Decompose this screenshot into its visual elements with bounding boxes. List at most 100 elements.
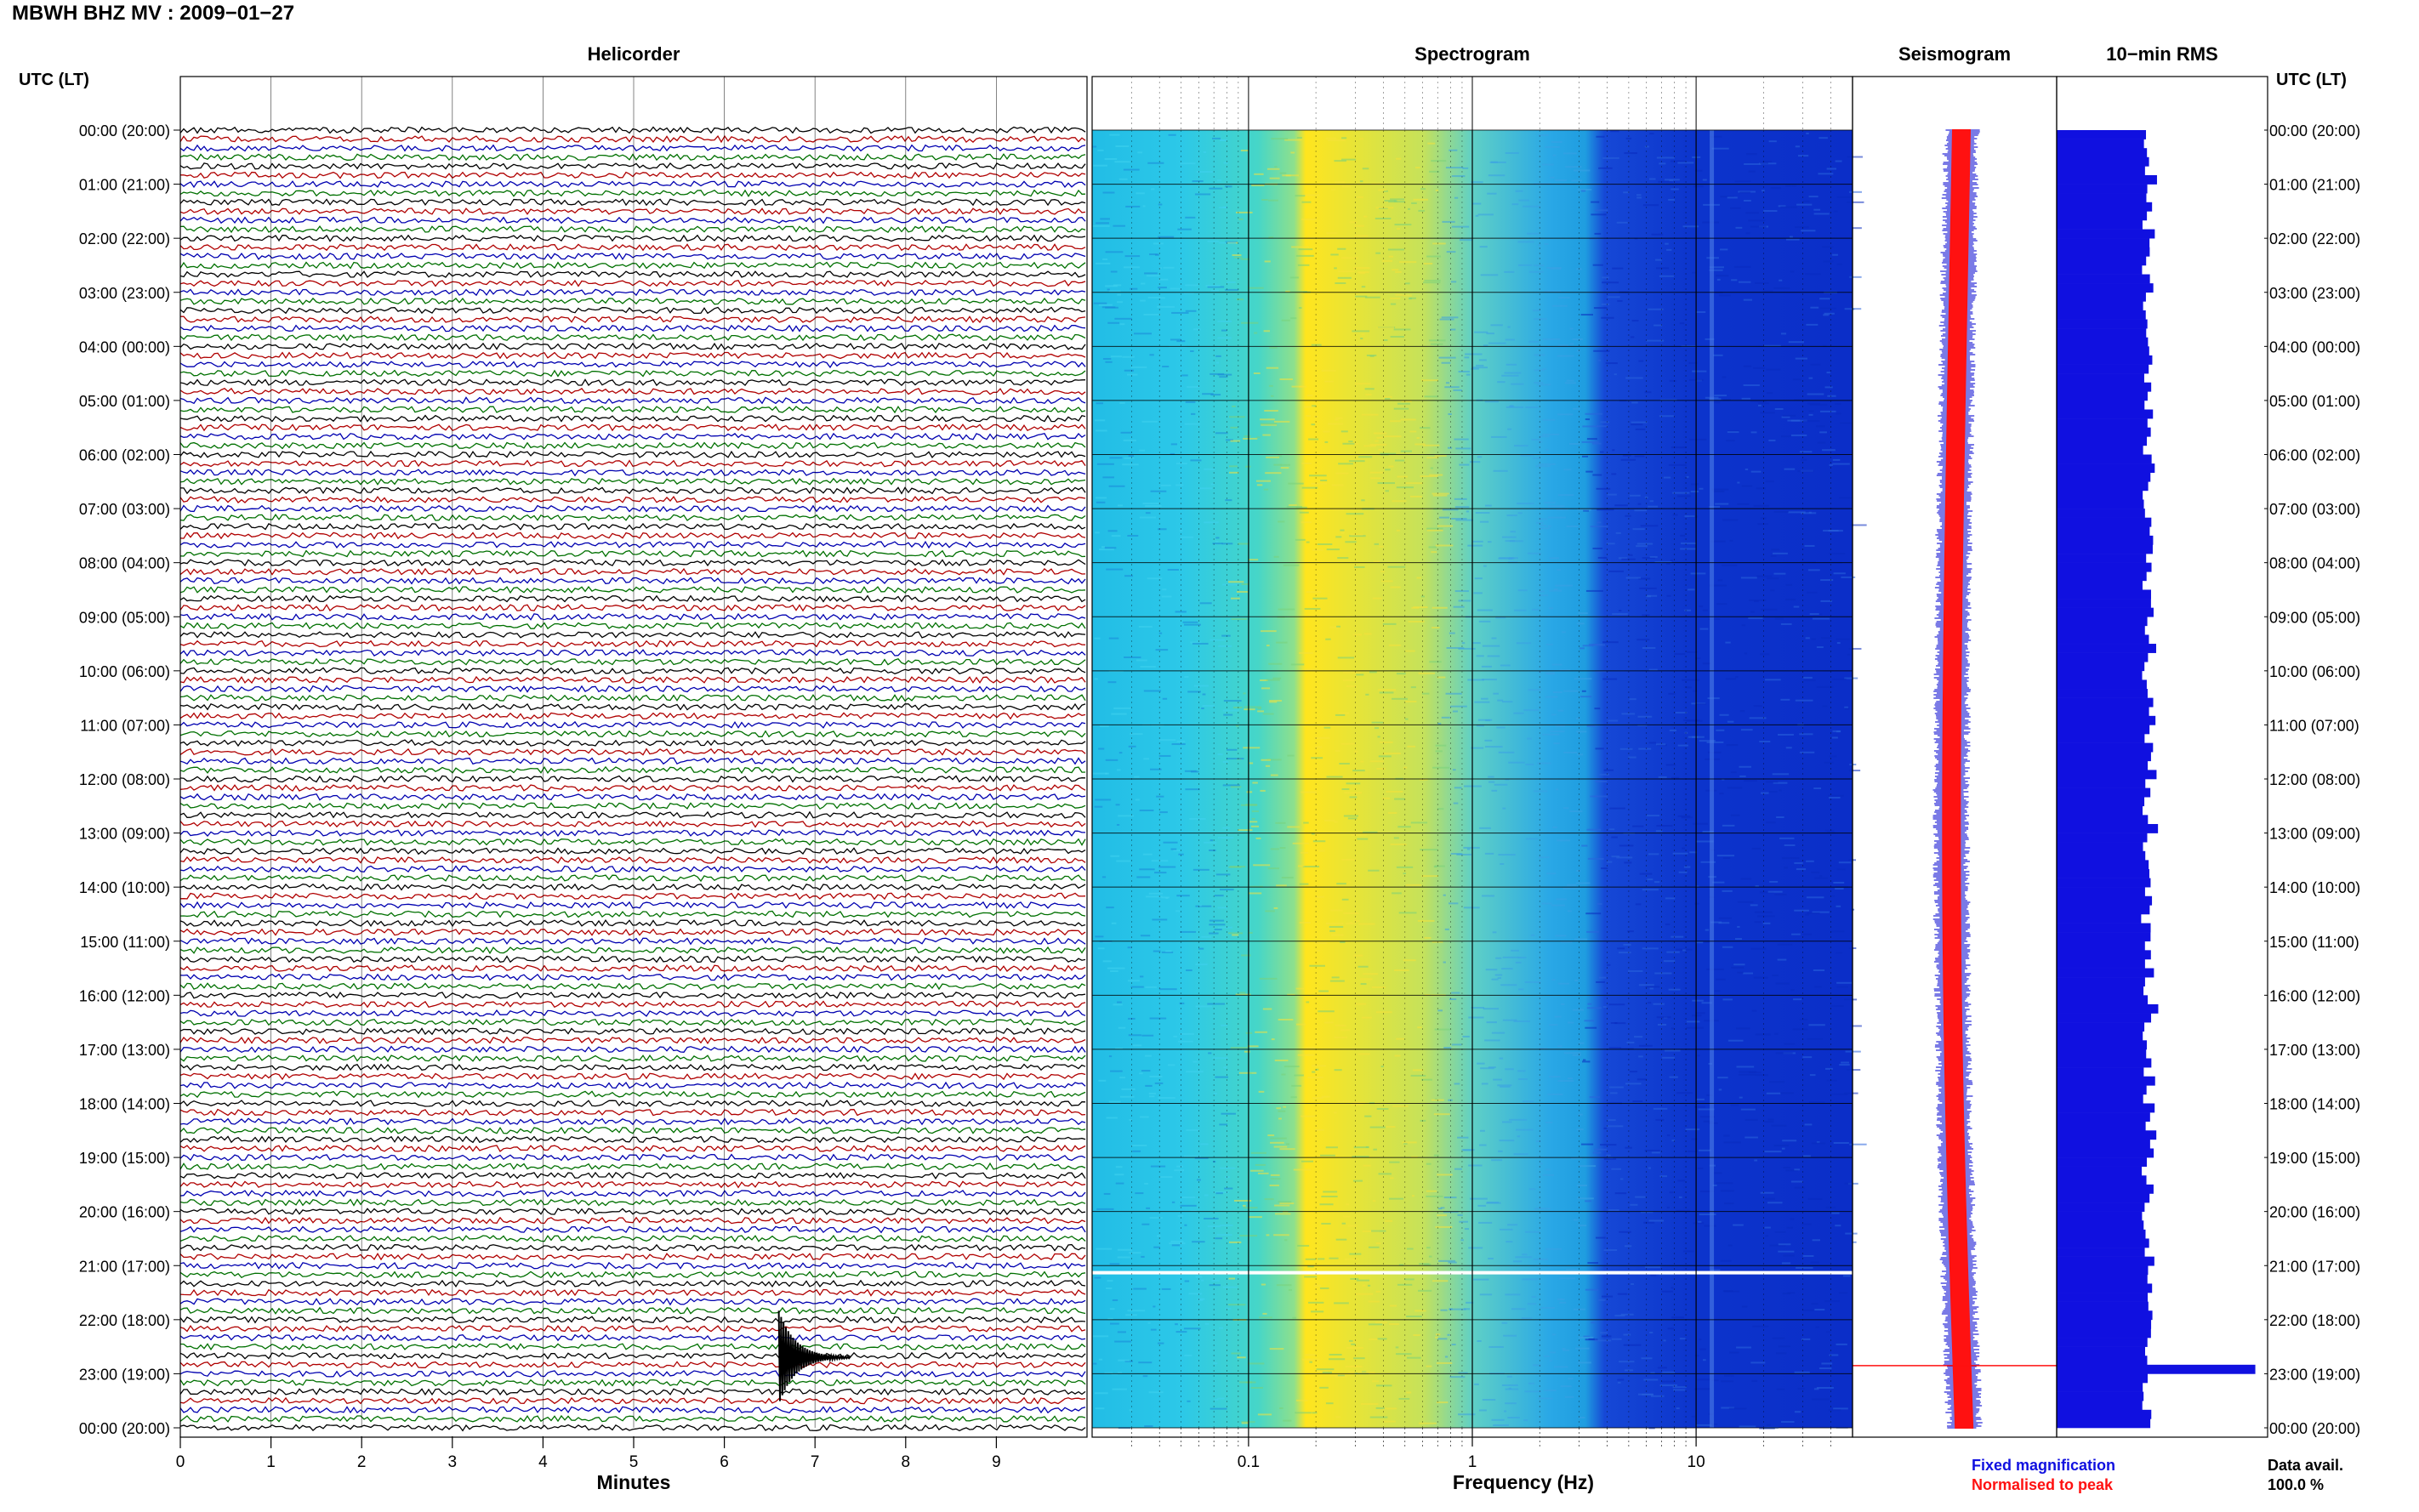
spectrogram-cell [1352,1101,1365,1104]
spectrogram-cell [1405,650,1415,652]
spectrogram-cell [1740,878,1752,880]
spectrogram-cell [1490,324,1503,327]
spectrogram-cell [1229,416,1245,418]
hour-label-right: 09:00 (05:00) [2269,609,2360,626]
spectrogram-cell [1764,1226,1771,1229]
spectrogram-cell [1306,395,1313,397]
spectrogram-cell [1113,1003,1123,1006]
spectrogram-cell [1614,1315,1625,1317]
spectrogram-cell [1749,717,1767,719]
hour-label-left: 01:00 (21:00) [79,177,170,194]
rms-bar [2057,607,2154,617]
spectrogram-cell [1556,509,1568,511]
spectrogram-cell [1766,368,1781,371]
spectrogram-cell [1772,975,1779,977]
spectrogram-cell [1835,888,1844,890]
spectrogram-cell [1522,1278,1538,1281]
spectrogram-cell [1836,263,1842,265]
spectrogram-cell [1260,423,1278,425]
spectrogram-cell [1314,746,1323,748]
spectrogram-cell [1511,1308,1526,1310]
spectrogram-cell [1627,930,1634,933]
rms-bar [2057,1220,2144,1231]
spectrogram-cell [1779,789,1782,792]
spectrogram-cell [1625,514,1631,517]
helicorder-trace [179,1027,1086,1036]
spectrogram-cell [1209,187,1223,190]
spectrogram-cell [1295,987,1305,990]
spectrogram-cell [1591,1322,1596,1324]
spectrogram-cell [1190,459,1202,462]
spectrogram-cell [1733,265,1751,268]
spectrogram-cell [1176,740,1186,742]
spectrogram-cell [1345,541,1357,543]
spectrogram-cell [1384,200,1397,202]
spectrogram-cell [1398,912,1417,914]
spectrogram-cell [1505,1068,1514,1071]
spectrogram-cell [1680,548,1696,550]
spectrogram-cell [1709,269,1723,271]
spectrogram-cell [1548,505,1565,508]
rms-bar [2057,625,2145,635]
spectrogram-cell [1491,789,1498,792]
spectrogram-cell [1335,418,1339,421]
spectrogram-cell [1170,452,1175,455]
spectrogram-cell [1326,549,1340,551]
rms-bar [2057,202,2153,212]
spectrogram-cell [1754,921,1762,924]
spectrogram-cell [1456,853,1472,855]
spectrogram-cell [1577,753,1584,756]
spectrogram-cell [1231,1352,1241,1355]
spectrogram-cell [1691,1415,1695,1418]
spectrogram-cell [1684,609,1692,611]
spectrogram-cell [1117,504,1124,507]
spectrogram-cell [1674,653,1686,656]
spectrogram-cell [1108,1055,1113,1058]
spectrogram-cell [1270,1137,1287,1140]
spectrogram-cell [1458,600,1471,602]
spectrogram-cell [1648,668,1658,671]
spectrogram-cell [1724,1202,1734,1205]
spectrogram-cell [1819,410,1836,412]
rms-bar [2057,1356,2148,1366]
spectrogram-cell [1582,425,1599,428]
spectrogram-cell [1453,605,1465,608]
spectrogram-cell [1414,443,1426,446]
rms-bar [2057,697,2154,708]
spectrogram-cell [1538,441,1543,443]
spectrogram-cell [1717,1077,1728,1079]
spectrogram-cell [1616,856,1633,859]
spectrogram-cell [1690,491,1699,493]
helicorder-trace [179,622,1086,630]
spectrogram-cell [1162,366,1170,368]
spectrogram-cell [1678,1196,1682,1198]
spectrogram-cell [1549,557,1560,560]
spectrogram-cell [1295,506,1307,509]
spectrogram-cell [1413,606,1428,609]
spectrogram-cell [1353,954,1363,957]
spectrogram-cell [1276,1284,1292,1287]
spectrogram-cell [1304,1276,1318,1278]
spectrogram-cell [1803,676,1813,679]
hour-label-right: 16:00 (12:00) [2269,987,2360,1004]
spectrogram-cell [1376,1011,1392,1014]
spectrogram-cell [1593,350,1610,352]
rms-bar [2057,554,2147,563]
spectrogram-cell [1321,369,1336,372]
spectrogram-cell [1158,754,1171,757]
spectrogram-cell [1448,1261,1457,1264]
spectrogram-cell [1517,512,1523,514]
helicorder-trace [179,928,1086,936]
spectrogram-cell [1666,248,1672,251]
spectrogram-cell [1215,1237,1223,1240]
spectrogram-cell [1264,260,1271,263]
spectrogram-cell [1147,1322,1151,1324]
rms-bar [2057,1346,2146,1356]
spectrogram-cell [1396,1353,1412,1356]
spectrogram-cell [1549,1076,1561,1078]
spectrogram-cell [1372,597,1382,600]
spectrogram-cell [1299,511,1309,514]
spectrogram-cell [1847,156,1864,158]
spectrogram-cell [1655,259,1662,261]
spectrogram-cell [1523,205,1540,207]
